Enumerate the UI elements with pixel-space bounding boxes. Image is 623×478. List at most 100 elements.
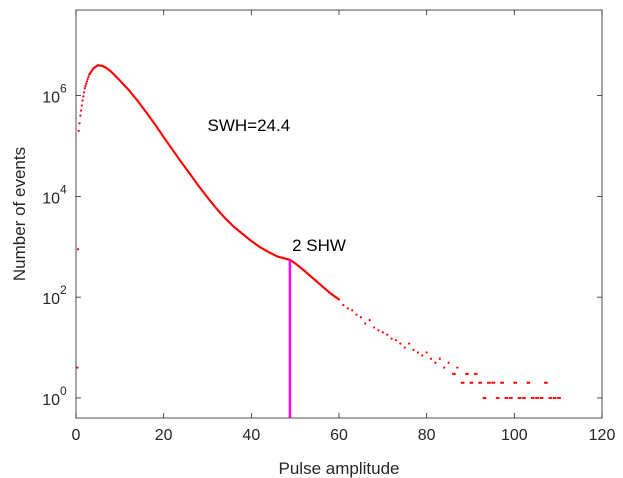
data-point: [497, 396, 500, 400]
x-axis-ticks: 0 20 40 60 80 100 120: [72, 10, 616, 444]
data-point: [532, 396, 535, 400]
data-point: [346, 307, 349, 310]
data-point: [372, 326, 376, 329]
data-point: [359, 316, 363, 319]
data-point: [519, 396, 522, 400]
data-point: [539, 396, 542, 400]
data-point: [451, 372, 455, 376]
y-tick-base: 10: [42, 190, 60, 207]
data-point: [554, 396, 557, 400]
data-point: [386, 333, 389, 336]
data-point: [83, 87, 86, 90]
data-point: [530, 396, 533, 400]
data-point: [377, 329, 380, 332]
data-point: [76, 248, 80, 251]
data-point: [543, 381, 547, 384]
data-point: [368, 319, 371, 322]
data-point: [355, 313, 358, 316]
x-tick-label: 100: [501, 427, 528, 444]
data-point: [80, 104, 83, 107]
data-point: [493, 381, 496, 384]
data-point: [399, 342, 402, 345]
data-point: [364, 322, 367, 325]
data-point: [466, 372, 469, 376]
data-point: [514, 381, 518, 384]
data-point: [526, 381, 529, 384]
data-point: [500, 381, 503, 384]
data-point: [479, 381, 483, 384]
x-axis-label: Pulse amplitude: [279, 459, 400, 478]
data-point: [381, 331, 384, 334]
data-point: [475, 372, 478, 376]
data-point: [87, 75, 90, 79]
data-point: [548, 396, 551, 400]
data-point: [438, 357, 441, 360]
data-point: [495, 396, 498, 400]
x-tick-label: 60: [330, 427, 348, 444]
x-tick-label: 0: [72, 427, 81, 444]
data-point: [469, 381, 472, 384]
data-point: [77, 129, 80, 132]
y-axis-label: Number of events: [10, 147, 29, 281]
data-point: [425, 351, 428, 354]
y-tick-label: 10: [42, 392, 60, 409]
data-point: [82, 95, 85, 98]
annotation-text: 2 SHW: [292, 236, 346, 255]
data-point: [80, 109, 83, 112]
data-point: [550, 396, 553, 400]
data-point: [504, 396, 507, 400]
data-point: [501, 381, 505, 384]
x-tick-label: 120: [589, 427, 616, 444]
data-point: [522, 396, 525, 400]
data-point: [416, 351, 419, 354]
data-point: [394, 339, 398, 342]
data-point: [484, 396, 487, 400]
y-tick-base: 10: [42, 291, 60, 308]
data-point: [545, 381, 548, 384]
data-point: [447, 361, 450, 364]
data-point: [535, 396, 538, 400]
data-point: [523, 396, 526, 400]
data-point: [443, 366, 446, 369]
data-point: [552, 396, 555, 400]
data-point: [510, 396, 513, 400]
data-point: [76, 366, 79, 369]
data-point: [434, 361, 437, 364]
x-tick-label: 40: [242, 427, 260, 444]
data-point: [85, 80, 89, 83]
data-point: [536, 396, 540, 400]
data-point: [429, 357, 433, 360]
data-point: [86, 78, 89, 81]
data-point: [482, 396, 485, 400]
data-point: [403, 346, 406, 349]
data-point: [517, 396, 520, 400]
data-point: [421, 354, 424, 357]
data-point: [513, 381, 516, 384]
data-point: [351, 309, 354, 312]
y-tick-label: 10: [42, 90, 60, 107]
annotation-text: SWH=24.4: [208, 116, 291, 135]
data-point: [478, 381, 481, 384]
data-point: [471, 381, 474, 384]
data-point: [465, 372, 468, 376]
y-tick-exponent: 0: [60, 384, 67, 398]
y-tick-exponent: 6: [60, 82, 67, 96]
data-point: [528, 381, 531, 384]
y-tick-base: 10: [42, 90, 60, 107]
data-point: [82, 91, 86, 94]
data-point: [78, 122, 81, 125]
data-point: [81, 99, 84, 102]
data-point: [491, 381, 494, 384]
data-point: [462, 381, 465, 384]
data-point: [408, 342, 411, 345]
plot-background: [76, 10, 602, 418]
data-point: [390, 337, 393, 340]
data-point: [508, 396, 512, 400]
y-tick-label: 10: [42, 291, 60, 308]
data-point: [337, 298, 341, 301]
x-tick-label: 80: [418, 427, 436, 444]
data-point: [84, 84, 87, 88]
data-point: [453, 372, 456, 376]
data-point: [79, 114, 82, 117]
